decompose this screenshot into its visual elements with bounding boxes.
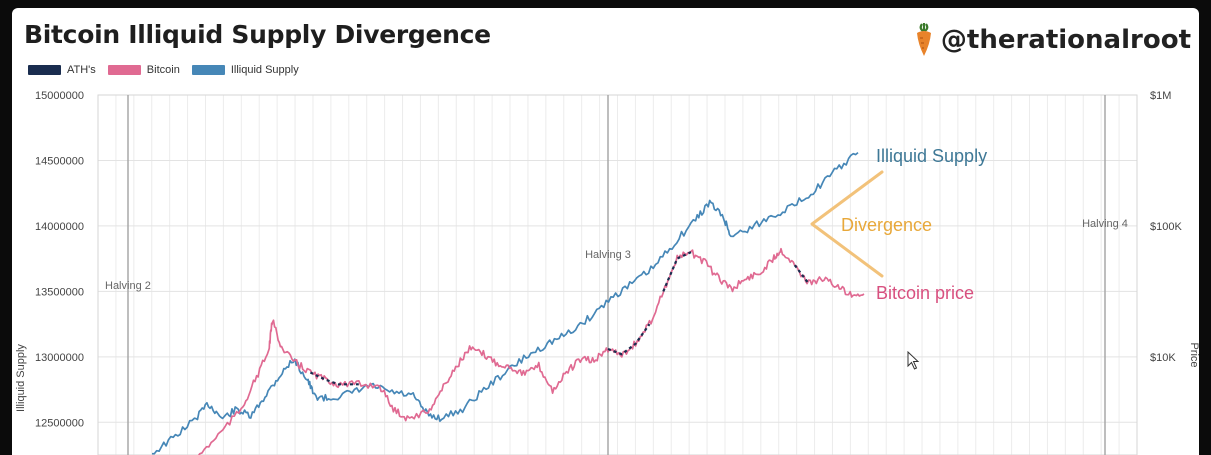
legend-swatch [107, 65, 141, 75]
legend-label: ATH's [67, 64, 96, 76]
y-tick-label: 13000000 [35, 352, 84, 364]
y-tick-label: 14500000 [35, 155, 84, 167]
divergence-wedge [810, 170, 884, 278]
chart-title: Bitcoin Illiquid Supply Divergence [24, 20, 491, 49]
legend-label: Bitcoin [146, 64, 180, 76]
halving-label: Halving 4 [1082, 218, 1128, 230]
legend-label: Illiquid Supply [230, 64, 299, 76]
chart-svg: 15000000 14500000 14000000 13500000 13000000… [15, 90, 1199, 455]
carrot-icon [916, 22, 931, 56]
legend-item-bitcoin[interactable]: Bitcoin [107, 64, 180, 76]
brand-handle: @therationalroot [940, 25, 1191, 55]
halving-label: Halving 3 [585, 249, 631, 261]
legend-swatch [28, 65, 61, 75]
y-tick-label: 15000000 [35, 90, 84, 102]
illiquid-supply-line [151, 151, 859, 455]
ath-marker [793, 264, 810, 285]
annotation-divergence: Divergence [841, 215, 932, 235]
plot-area-border [97, 94, 1138, 455]
mouse-cursor-icon [907, 351, 920, 370]
bitcoin-price-line [197, 247, 865, 455]
legend-item-illiquid-supply[interactable]: Illiquid Supply [191, 64, 299, 76]
legend-item-aths[interactable]: ATH's [28, 64, 96, 76]
annotation-illiquid-supply: Illiquid Supply [876, 146, 987, 166]
ath-marker [607, 323, 651, 356]
brand: @therationalroot [913, 22, 1191, 58]
y2-tick-label: $100K [1150, 221, 1182, 233]
y2-axis-label: Price [1188, 342, 1199, 367]
y-tick-label: 14000000 [35, 221, 84, 233]
legend-swatch [191, 65, 225, 75]
chart-legend: ATH's Bitcoin Illiquid Supply [28, 64, 311, 76]
y-axis-label: Illiquid Supply [15, 344, 27, 412]
y-tick-label: 13500000 [35, 286, 84, 298]
y2-tick-label: $1M [1150, 90, 1171, 102]
ath-marker [309, 371, 359, 386]
annotation-bitcoin-price: Bitcoin price [876, 283, 974, 303]
y-tick-label: 12500000 [35, 417, 84, 429]
chart-frame: 15000000 14500000 14000000 13500000 13000000… [12, 8, 1199, 455]
halving-label: Halving 2 [105, 280, 151, 292]
y2-tick-label: $10K [1150, 352, 1176, 364]
